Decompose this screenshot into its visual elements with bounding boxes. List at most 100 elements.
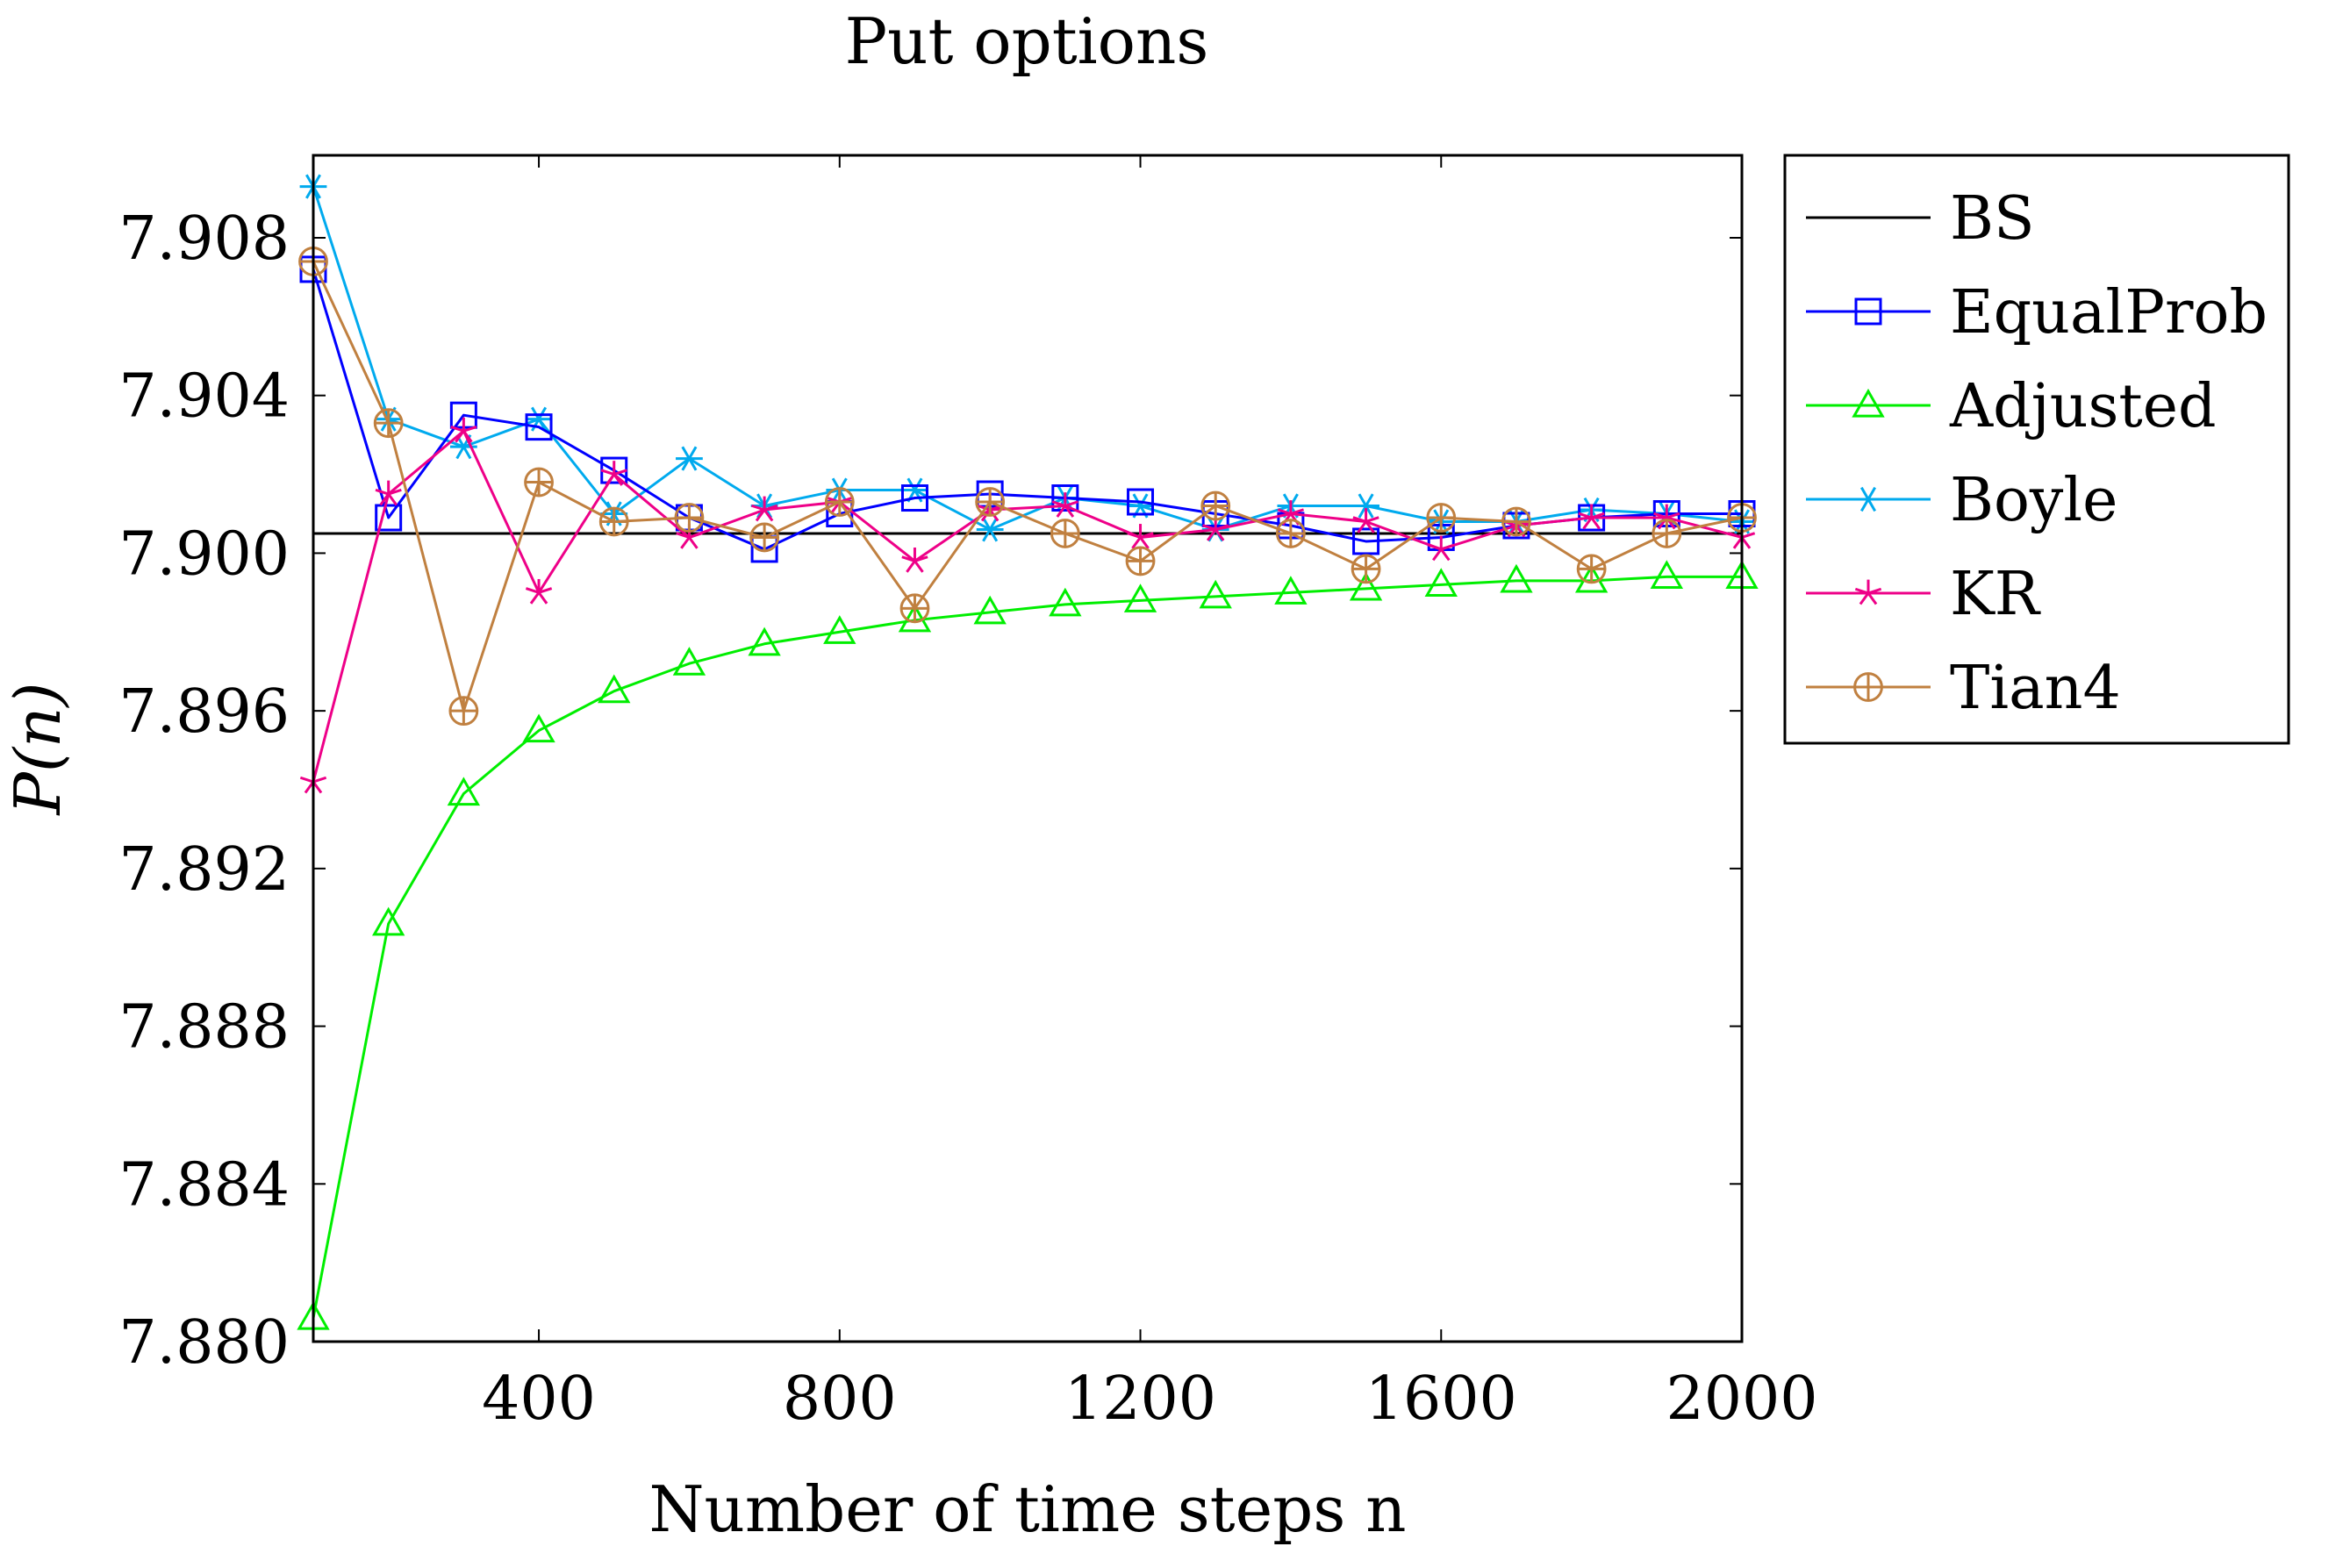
data-point-triangle — [1852, 388, 1885, 418]
data-point-star — [750, 496, 778, 522]
y-tick-label: 7.896 — [118, 677, 290, 747]
y-tick-label: 7.892 — [118, 835, 290, 905]
data-point-circle-plus — [1853, 672, 1883, 702]
legend-entry-kr: KR — [1806, 560, 2041, 629]
legend-entry-equalprob: EqualProb — [1806, 278, 2268, 347]
data-point-circle-plus — [674, 503, 705, 533]
marker-stroke — [304, 781, 315, 794]
plot-frame — [312, 154, 1744, 1343]
marker-stroke — [763, 509, 774, 522]
series-equalprob — [299, 255, 1756, 563]
data-point-circle-plus — [373, 408, 404, 439]
data-point-circle-plus — [1576, 554, 1607, 584]
marker-stroke — [763, 504, 778, 512]
marker-stroke — [681, 446, 698, 471]
series-tian4 — [298, 247, 1757, 727]
data-point-star — [1428, 535, 1455, 562]
x-tick-labels: 400 800 1200 1600 2000 — [482, 1364, 1817, 1434]
series-line — [312, 429, 1743, 783]
marker-stroke — [1214, 528, 1225, 541]
data-point-circle-plus — [448, 696, 479, 727]
x-tick-label: 1200 — [1064, 1364, 1216, 1434]
marker-stroke — [1352, 516, 1367, 523]
marker-stroke — [676, 532, 690, 539]
marker-stroke — [1590, 517, 1601, 530]
marker-stroke — [982, 517, 999, 542]
data-point-star — [1578, 504, 1605, 530]
data-point-circle-plus — [749, 522, 780, 553]
data-point-circle-plus — [524, 467, 554, 498]
legend-label: BS — [1950, 184, 2035, 254]
marker-stroke — [1666, 512, 1680, 519]
data-point-circle-plus — [824, 487, 855, 517]
data-point-triangle — [1123, 584, 1157, 612]
marker-stroke — [450, 425, 464, 433]
data-point-star — [901, 548, 928, 573]
data-point-star — [375, 480, 402, 506]
data-point-square — [525, 413, 553, 441]
marker-stroke — [1867, 592, 1878, 605]
marker-stroke — [525, 587, 540, 594]
data-point-star — [525, 578, 553, 605]
marker-stroke — [1365, 520, 1375, 533]
legend: BS EqualProb Adjusted Boyle KR Tian4 — [1783, 154, 2290, 745]
y-tick-labels: 7.880 7.884 7.888 7.892 7.896 7.900 7.904 7.908 — [118, 204, 290, 1378]
marker-stroke — [1277, 508, 1292, 515]
data-point-star — [450, 417, 477, 443]
marker-stroke — [1440, 548, 1451, 562]
data-point-triangle — [371, 906, 405, 936]
marker-stroke — [462, 430, 473, 443]
data-point-square — [1127, 488, 1155, 516]
legend-entry-bs: BS — [1806, 184, 2035, 254]
marker-stroke — [1357, 520, 1367, 533]
marker-stroke — [688, 536, 699, 549]
y-axis-label: P(n) — [1, 683, 75, 817]
y-tick-label: 7.884 — [118, 1150, 290, 1220]
data-point-asterisk — [1352, 493, 1379, 519]
legend-entry-boyle: Boyle — [1806, 466, 2117, 535]
marker-stroke — [750, 504, 765, 512]
marker-stroke — [1578, 512, 1593, 519]
marker-stroke — [1358, 493, 1374, 519]
y-tick-label: 7.888 — [118, 993, 290, 1063]
series-line — [312, 186, 1743, 531]
x-tick-label: 1600 — [1365, 1364, 1517, 1434]
data-point-triangle — [1199, 579, 1232, 609]
data-point-triangle — [1500, 563, 1533, 593]
y-tick-label: 7.900 — [118, 519, 290, 589]
data-point-triangle — [1424, 568, 1458, 597]
data-point-square — [900, 484, 928, 512]
data-point-star — [1352, 508, 1379, 533]
data-point-triangle — [823, 615, 856, 644]
marker-stroke — [600, 469, 615, 476]
y-tick-label: 7.904 — [118, 362, 290, 432]
marker-stroke — [1056, 505, 1067, 518]
data-point-triangle — [672, 647, 706, 676]
marker-stroke — [1064, 505, 1075, 518]
marker-stroke — [1582, 517, 1593, 530]
tick-marks — [313, 155, 1743, 1342]
series-line — [312, 261, 1743, 712]
data-point-triangle — [1274, 576, 1308, 605]
y-tick-label: 7.880 — [118, 1308, 290, 1378]
marker-stroke — [1591, 512, 1605, 519]
marker-stroke — [312, 781, 323, 794]
marker-stroke — [680, 536, 691, 549]
marker-stroke — [688, 532, 703, 539]
marker-stroke — [1440, 543, 1455, 551]
data-point-circle-plus — [1275, 519, 1306, 548]
data-point-circle-plus — [975, 487, 1006, 517]
marker-stroke — [1140, 532, 1154, 539]
data-point-triangle — [1349, 571, 1383, 601]
x-axis-label: Number of time steps n — [648, 1472, 1406, 1546]
data-point-triangle — [1650, 560, 1684, 589]
marker-stroke — [1139, 536, 1150, 549]
marker-stroke — [379, 493, 390, 506]
series-adjusted — [297, 560, 1759, 1330]
marker-stroke — [1732, 536, 1744, 549]
marker-stroke — [529, 591, 541, 605]
marker-stroke — [1854, 587, 1869, 595]
data-point-star — [1127, 524, 1154, 549]
data-point-circle-plus — [1200, 490, 1231, 521]
marker-stroke — [1867, 587, 1882, 595]
